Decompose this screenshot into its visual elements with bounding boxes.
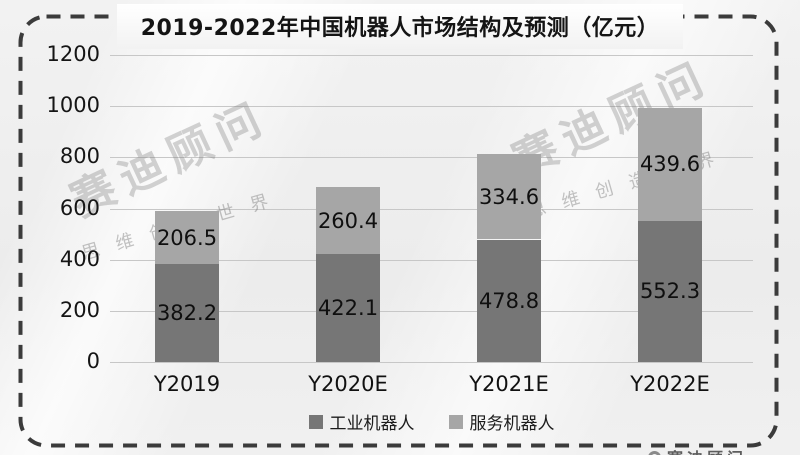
bar-segment: 260.4: [316, 187, 380, 254]
bar-segment: 422.1: [316, 254, 380, 362]
legend-swatch: [448, 414, 463, 429]
y-axis-tick-label: 200: [59, 297, 100, 322]
bar-value-label: 382.2: [156, 301, 218, 326]
brand-logo: 赛迪顾问: [648, 445, 747, 455]
gridline: [110, 310, 753, 312]
y-axis-tick-label: 0: [86, 349, 100, 373]
x-axis-category-label: Y2022E: [630, 372, 710, 396]
chart-title: 2019-2022年中国机器人市场结构及预测（亿元）: [116, 4, 684, 49]
bar-segment: 382.2: [155, 264, 219, 362]
legend: 工业机器人 服务机器人: [110, 409, 753, 434]
legend-label: 工业机器人: [329, 414, 415, 434]
legend-swatch: [308, 414, 323, 429]
bar-segment: 439.6: [638, 108, 702, 221]
y-axis-tick-label: 1200: [46, 42, 100, 66]
bar-segment: 478.8: [477, 239, 541, 362]
y-axis-tick-label: 400: [59, 246, 100, 271]
legend-label: 服务机器人: [469, 414, 555, 434]
bar-value-label: 334.6: [478, 184, 540, 209]
bar-segment: 334.6: [477, 153, 541, 240]
legend-item: 工业机器人: [308, 409, 415, 434]
gridline: [110, 259, 753, 261]
bar-segment: 552.3: [638, 220, 702, 362]
legend-item: 服务机器人: [448, 409, 555, 434]
y-axis-tick-label: 800: [59, 144, 100, 169]
bar-value-label: 206.5: [156, 225, 218, 250]
bar-segment: 206.5: [155, 211, 219, 265]
x-axis-category-label: Y2020E: [308, 372, 388, 396]
y-axis-tick-label: 1000: [46, 93, 100, 118]
gridline: [110, 208, 753, 210]
y-axis-tick-label: 600: [59, 195, 100, 220]
gridline: [110, 106, 753, 108]
bar-value-label: 478.8: [478, 288, 540, 313]
bar-value-label: 552.3: [639, 279, 701, 304]
x-axis-category-label: Y2021E: [469, 372, 549, 396]
brand-logo-text: 赛迪顾问: [667, 445, 747, 455]
bar-value-label: 422.1: [317, 295, 379, 320]
x-axis-category-label: Y2019: [153, 372, 221, 396]
brand-logo-icon: [648, 450, 661, 455]
bar-value-label: 439.6: [639, 152, 701, 177]
gridline: [110, 55, 753, 56]
gridline: [110, 157, 753, 159]
gridline: [110, 362, 753, 363]
bar-value-label: 260.4: [317, 208, 379, 233]
